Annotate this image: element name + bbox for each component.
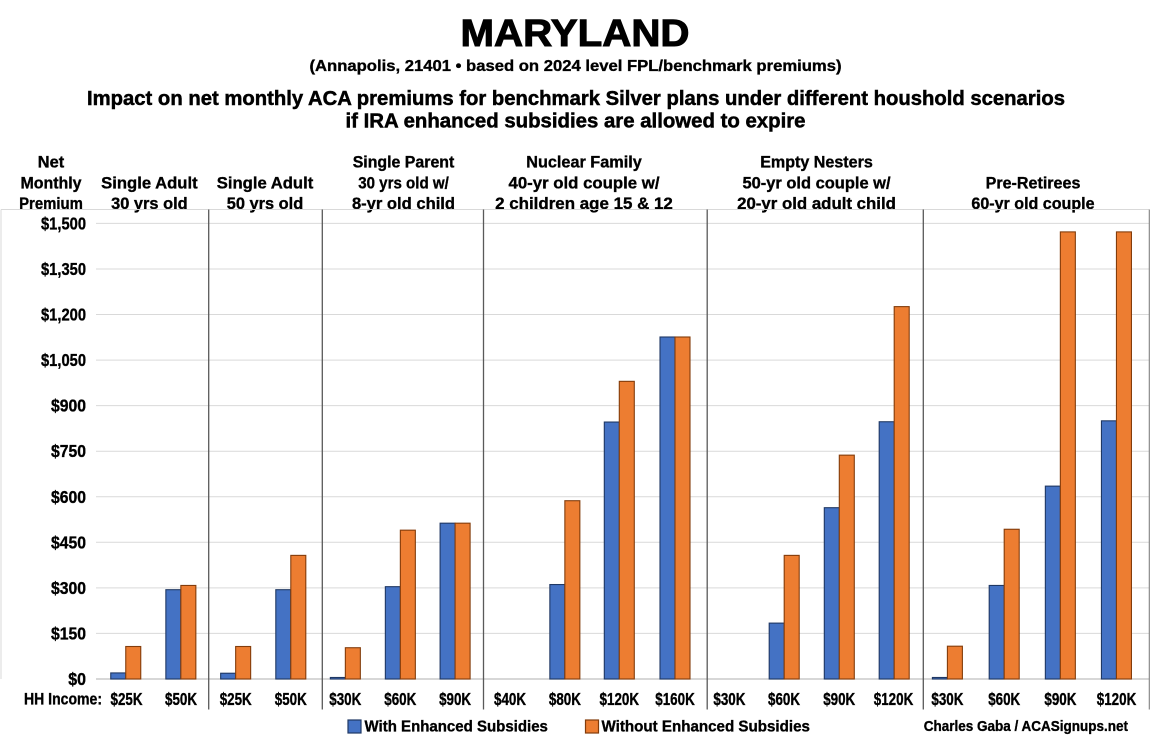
svg-text:$50K: $50K bbox=[165, 689, 197, 709]
svg-text:Single Adult: Single Adult bbox=[101, 174, 198, 193]
svg-text:$30K: $30K bbox=[713, 689, 745, 709]
svg-text:$90K: $90K bbox=[439, 689, 471, 709]
svg-text:$80K: $80K bbox=[549, 689, 581, 709]
svg-text:Empty Nesters: Empty Nesters bbox=[760, 153, 873, 172]
svg-text:$25K: $25K bbox=[220, 689, 252, 709]
svg-text:$750: $750 bbox=[51, 441, 86, 461]
svg-text:Single Adult: Single Adult bbox=[217, 174, 314, 193]
svg-text:$90K: $90K bbox=[1044, 689, 1076, 709]
svg-text:20-yr old adult child: 20-yr old adult child bbox=[737, 194, 896, 213]
svg-text:50 yrs old: 50 yrs old bbox=[227, 194, 304, 213]
svg-text:$60K: $60K bbox=[988, 689, 1020, 709]
svg-text:$30K: $30K bbox=[931, 689, 963, 709]
svg-text:HH Income:: HH Income: bbox=[24, 691, 102, 709]
svg-text:$1,050: $1,050 bbox=[41, 350, 86, 370]
svg-text:$450: $450 bbox=[51, 532, 86, 552]
svg-text:Net: Net bbox=[38, 153, 65, 172]
svg-text:Pre-Retirees: Pre-Retirees bbox=[986, 174, 1081, 193]
svg-text:Single Parent: Single Parent bbox=[353, 153, 455, 172]
svg-text:Monthly: Monthly bbox=[20, 174, 82, 193]
svg-text:30 yrs old w/: 30 yrs old w/ bbox=[358, 174, 449, 193]
svg-text:$90K: $90K bbox=[823, 689, 855, 709]
svg-text:$900: $900 bbox=[51, 396, 86, 416]
svg-text:$120K: $120K bbox=[874, 689, 914, 709]
svg-text:$60K: $60K bbox=[384, 689, 416, 709]
svg-text:Impact on net monthly ACA prem: Impact on net monthly ACA premiums for b… bbox=[87, 87, 1065, 110]
svg-text:40-yr old couple w/: 40-yr old couple w/ bbox=[509, 174, 660, 193]
svg-text:60-yr old couple: 60-yr old couple bbox=[971, 194, 1094, 213]
svg-text:Without Enhanced Subsidies: Without Enhanced Subsidies bbox=[602, 719, 810, 736]
svg-text:$40K: $40K bbox=[494, 689, 526, 709]
svg-text:$25K: $25K bbox=[111, 689, 143, 709]
svg-text:(Annapolis, 21401 • based on 2: (Annapolis, 21401 • based on 2024 level … bbox=[310, 58, 842, 75]
svg-text:$150: $150 bbox=[51, 623, 86, 643]
svg-text:$120K: $120K bbox=[600, 689, 640, 709]
svg-text:$300: $300 bbox=[51, 578, 86, 598]
svg-text:$160K: $160K bbox=[655, 689, 695, 709]
svg-text:$1,200: $1,200 bbox=[41, 305, 86, 325]
svg-text:$60K: $60K bbox=[768, 689, 800, 709]
svg-text:8-yr old child: 8-yr old child bbox=[352, 194, 455, 213]
svg-text:$600: $600 bbox=[51, 487, 86, 507]
svg-text:if IRA enhanced subsidies are: if IRA enhanced subsidies are allowed to… bbox=[346, 110, 806, 133]
svg-text:50-yr old couple w/: 50-yr old couple w/ bbox=[742, 174, 890, 193]
svg-text:$50K: $50K bbox=[275, 689, 307, 709]
svg-text:30 yrs old: 30 yrs old bbox=[111, 194, 188, 213]
svg-text:$120K: $120K bbox=[1097, 689, 1137, 709]
svg-text:$1,350: $1,350 bbox=[41, 259, 86, 279]
svg-text:Charles Gaba / ACASignups.net: Charles Gaba / ACASignups.net bbox=[924, 719, 1128, 735]
svg-text:$0: $0 bbox=[68, 669, 86, 689]
svg-text:$1,500: $1,500 bbox=[41, 213, 86, 233]
svg-text:2 children age 15 & 12: 2 children age 15 & 12 bbox=[495, 194, 673, 213]
svg-text:With Enhanced Subsidies: With Enhanced Subsidies bbox=[365, 719, 548, 736]
svg-text:$30K: $30K bbox=[329, 689, 361, 709]
svg-text:Nuclear Family: Nuclear Family bbox=[526, 153, 642, 172]
svg-text:MARYLAND: MARYLAND bbox=[461, 13, 690, 55]
svg-text:Premium: Premium bbox=[19, 194, 83, 213]
